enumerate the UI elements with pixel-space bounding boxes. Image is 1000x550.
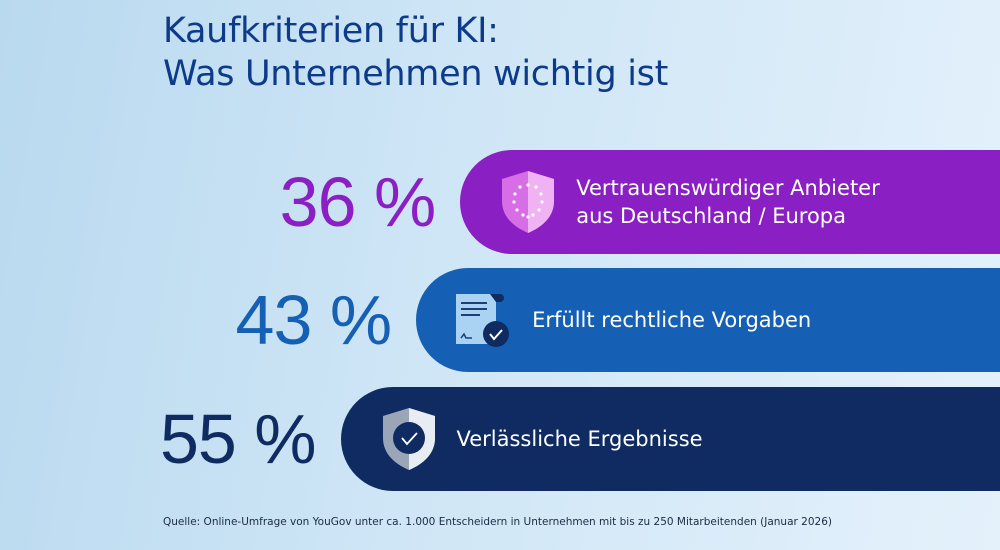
bar-label: Erfüllt rechtliche Vorgaben [532,308,812,332]
criterion-row-trusted-provider: 36 % Vertrauenswürdiger Anbieter aus Deu… [0,150,1000,254]
signed-document-icon [454,285,514,355]
bar: Vertrauenswürdiger Anbieter aus Deutschl… [460,150,1000,254]
bar-label: Verlässliche Ergebnisse [456,427,703,451]
criterion-row-legal: 43 % Erfüllt rechtliche Vorgaben [0,268,1000,372]
criterion-row-reliable-results: 55 % Verlässliche Ergebnisse [0,387,1000,491]
bar-label-line: aus Deutschland / Europa [576,204,846,228]
value-label: 36 % [279,163,437,241]
page-title: Kaufkriterien für KI: Was Unternehmen wi… [163,10,668,96]
bar-label-line: Vertrauenswürdiger Anbieter [576,176,880,200]
value-label: 55 % [159,400,317,478]
bar-label: Vertrauenswürdiger Anbieter aus Deutschl… [576,174,880,230]
bar: Erfüllt rechtliche Vorgaben [416,268,1000,372]
title-line-2: Was Unternehmen wichtig ist [163,54,668,94]
check-shield-icon [379,404,439,474]
title-line-1: Kaufkriterien für KI: [163,11,499,51]
bar: Verlässliche Ergebnisse [340,387,1000,491]
value-label: 43 % [235,281,393,359]
source-note: Quelle: Online-Umfrage von YouGov unter … [163,516,832,528]
eu-shield-icon [498,167,558,237]
